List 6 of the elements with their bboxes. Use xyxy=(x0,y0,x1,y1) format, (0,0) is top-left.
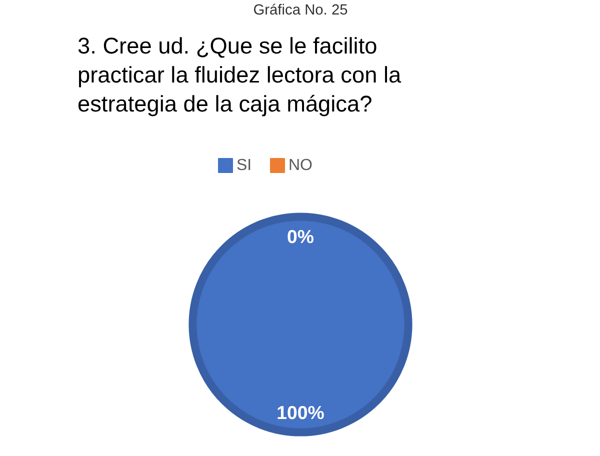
legend-label: SI xyxy=(236,157,252,174)
text: 0% xyxy=(287,226,314,247)
data-label: 100% xyxy=(276,402,325,423)
text: Gráfica No. 25 xyxy=(253,2,348,18)
legend-label: NO xyxy=(288,157,312,174)
chart-title: 3. Cree ud. ¿Que se le facilito practicar la fluidez lectora con la estrategia de la caja mágica? xyxy=(78,32,402,116)
